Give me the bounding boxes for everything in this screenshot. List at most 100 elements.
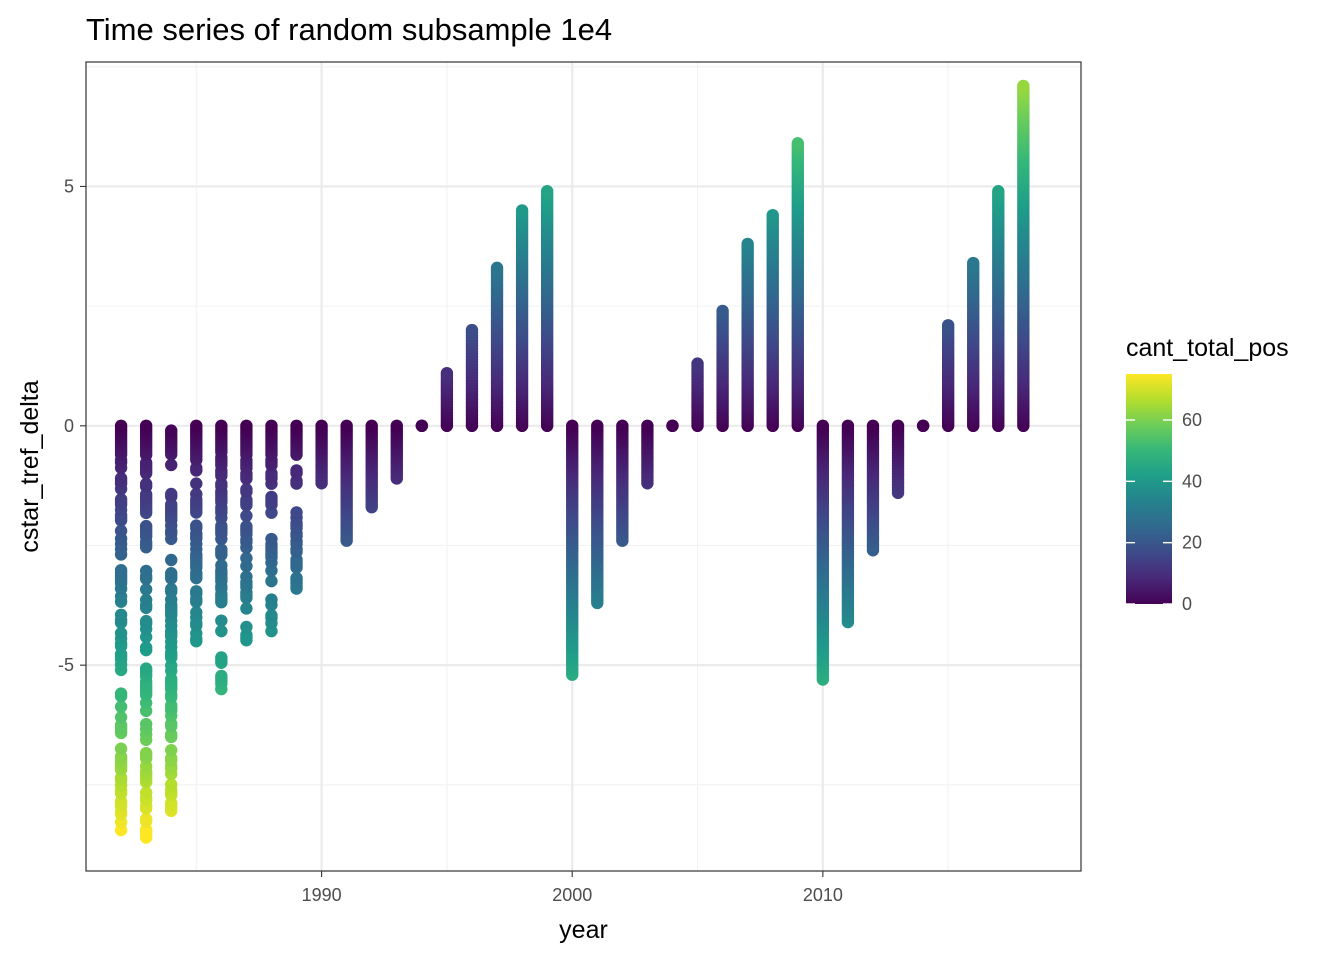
data-point xyxy=(240,509,253,523)
legend-tick-label: 40 xyxy=(1182,471,1202,491)
x-tick-label: 1990 xyxy=(302,885,342,905)
x-tick-label: 2000 xyxy=(552,885,592,905)
data-points xyxy=(114,79,1030,844)
data-point xyxy=(165,582,178,596)
data-point xyxy=(139,812,153,826)
data-point xyxy=(992,185,1005,198)
x-axis-title: year xyxy=(559,916,608,944)
data-point xyxy=(265,609,278,622)
data-point xyxy=(591,419,604,433)
data-point xyxy=(114,700,128,713)
data-point xyxy=(866,419,880,433)
data-point xyxy=(265,490,278,504)
data-point xyxy=(215,669,228,683)
data-point xyxy=(139,519,153,533)
data-point xyxy=(114,626,128,640)
data-point xyxy=(240,520,253,533)
data-point xyxy=(139,477,153,491)
data-point xyxy=(215,419,228,433)
x-tick-label: 2010 xyxy=(803,885,843,905)
data-point xyxy=(215,614,228,627)
data-point xyxy=(114,472,128,485)
data-point xyxy=(139,614,153,628)
data-point xyxy=(215,624,228,638)
data-point xyxy=(165,553,178,567)
data-point xyxy=(766,208,779,222)
data-point xyxy=(165,567,178,580)
data-point xyxy=(240,602,253,615)
y-axis-title: cstar_tref_delta xyxy=(16,380,44,552)
data-point xyxy=(365,419,378,433)
data-point xyxy=(139,419,153,433)
y-tick-label: 0 xyxy=(64,416,74,436)
data-point xyxy=(139,641,153,654)
data-point xyxy=(315,419,328,433)
data-point xyxy=(791,137,804,150)
data-point xyxy=(415,419,429,433)
data-point xyxy=(265,593,278,606)
data-point xyxy=(465,323,479,337)
data-point xyxy=(816,419,830,433)
data-point xyxy=(566,419,579,433)
data-point xyxy=(139,564,153,578)
plot-panel xyxy=(85,61,1082,872)
data-point xyxy=(190,477,203,490)
data-point xyxy=(165,487,178,501)
data-point xyxy=(916,419,930,433)
data-point xyxy=(390,419,403,433)
data-point xyxy=(114,419,128,433)
data-point xyxy=(265,532,278,546)
data-point xyxy=(691,357,704,370)
data-point xyxy=(290,419,303,433)
x-axis: 1990 2000 2010 xyxy=(302,871,843,905)
data-point xyxy=(1017,79,1030,93)
legend-tick-label: 60 xyxy=(1182,410,1202,430)
data-point xyxy=(114,687,128,700)
data-point xyxy=(265,419,278,433)
data-point xyxy=(891,419,905,433)
data-point xyxy=(165,458,178,472)
data-point xyxy=(240,620,253,634)
data-point xyxy=(139,662,153,675)
data-point xyxy=(290,571,303,585)
data-point xyxy=(741,237,754,251)
data-point xyxy=(941,319,955,332)
data-point xyxy=(240,551,253,565)
data-point xyxy=(290,464,303,477)
data-point xyxy=(641,419,654,433)
data-point xyxy=(114,742,128,755)
data-point xyxy=(215,651,228,664)
chart-title: Time series of random subsample 1e4 xyxy=(86,12,612,47)
data-point xyxy=(139,746,153,760)
data-point xyxy=(190,419,203,433)
legend-tick-label: 0 xyxy=(1182,594,1192,614)
data-point xyxy=(967,256,980,270)
data-point xyxy=(190,606,203,619)
data-point xyxy=(490,261,504,275)
data-point xyxy=(190,487,203,501)
data-point xyxy=(165,743,178,757)
data-point xyxy=(240,419,253,433)
y-tick-label: 5 xyxy=(64,176,74,196)
data-point xyxy=(440,366,454,380)
color-legend: cant_total_pos 60 40 20 0 xyxy=(1126,334,1289,614)
data-point xyxy=(240,483,253,496)
data-point xyxy=(290,506,303,519)
y-tick-label: -5 xyxy=(58,655,74,675)
data-point xyxy=(165,778,178,791)
data-point xyxy=(139,593,153,607)
legend-ticks: 60 40 20 0 xyxy=(1126,410,1202,614)
data-point xyxy=(190,519,203,532)
legend-tick-label: 20 xyxy=(1182,533,1202,553)
data-point xyxy=(114,493,128,506)
data-point xyxy=(841,419,855,433)
data-point xyxy=(114,524,128,538)
data-point xyxy=(716,304,729,318)
data-point xyxy=(139,786,153,799)
data-point xyxy=(114,608,128,622)
data-point xyxy=(616,419,629,433)
data-point xyxy=(139,717,153,731)
data-point xyxy=(666,419,679,433)
legend-colorbar xyxy=(1126,374,1172,604)
